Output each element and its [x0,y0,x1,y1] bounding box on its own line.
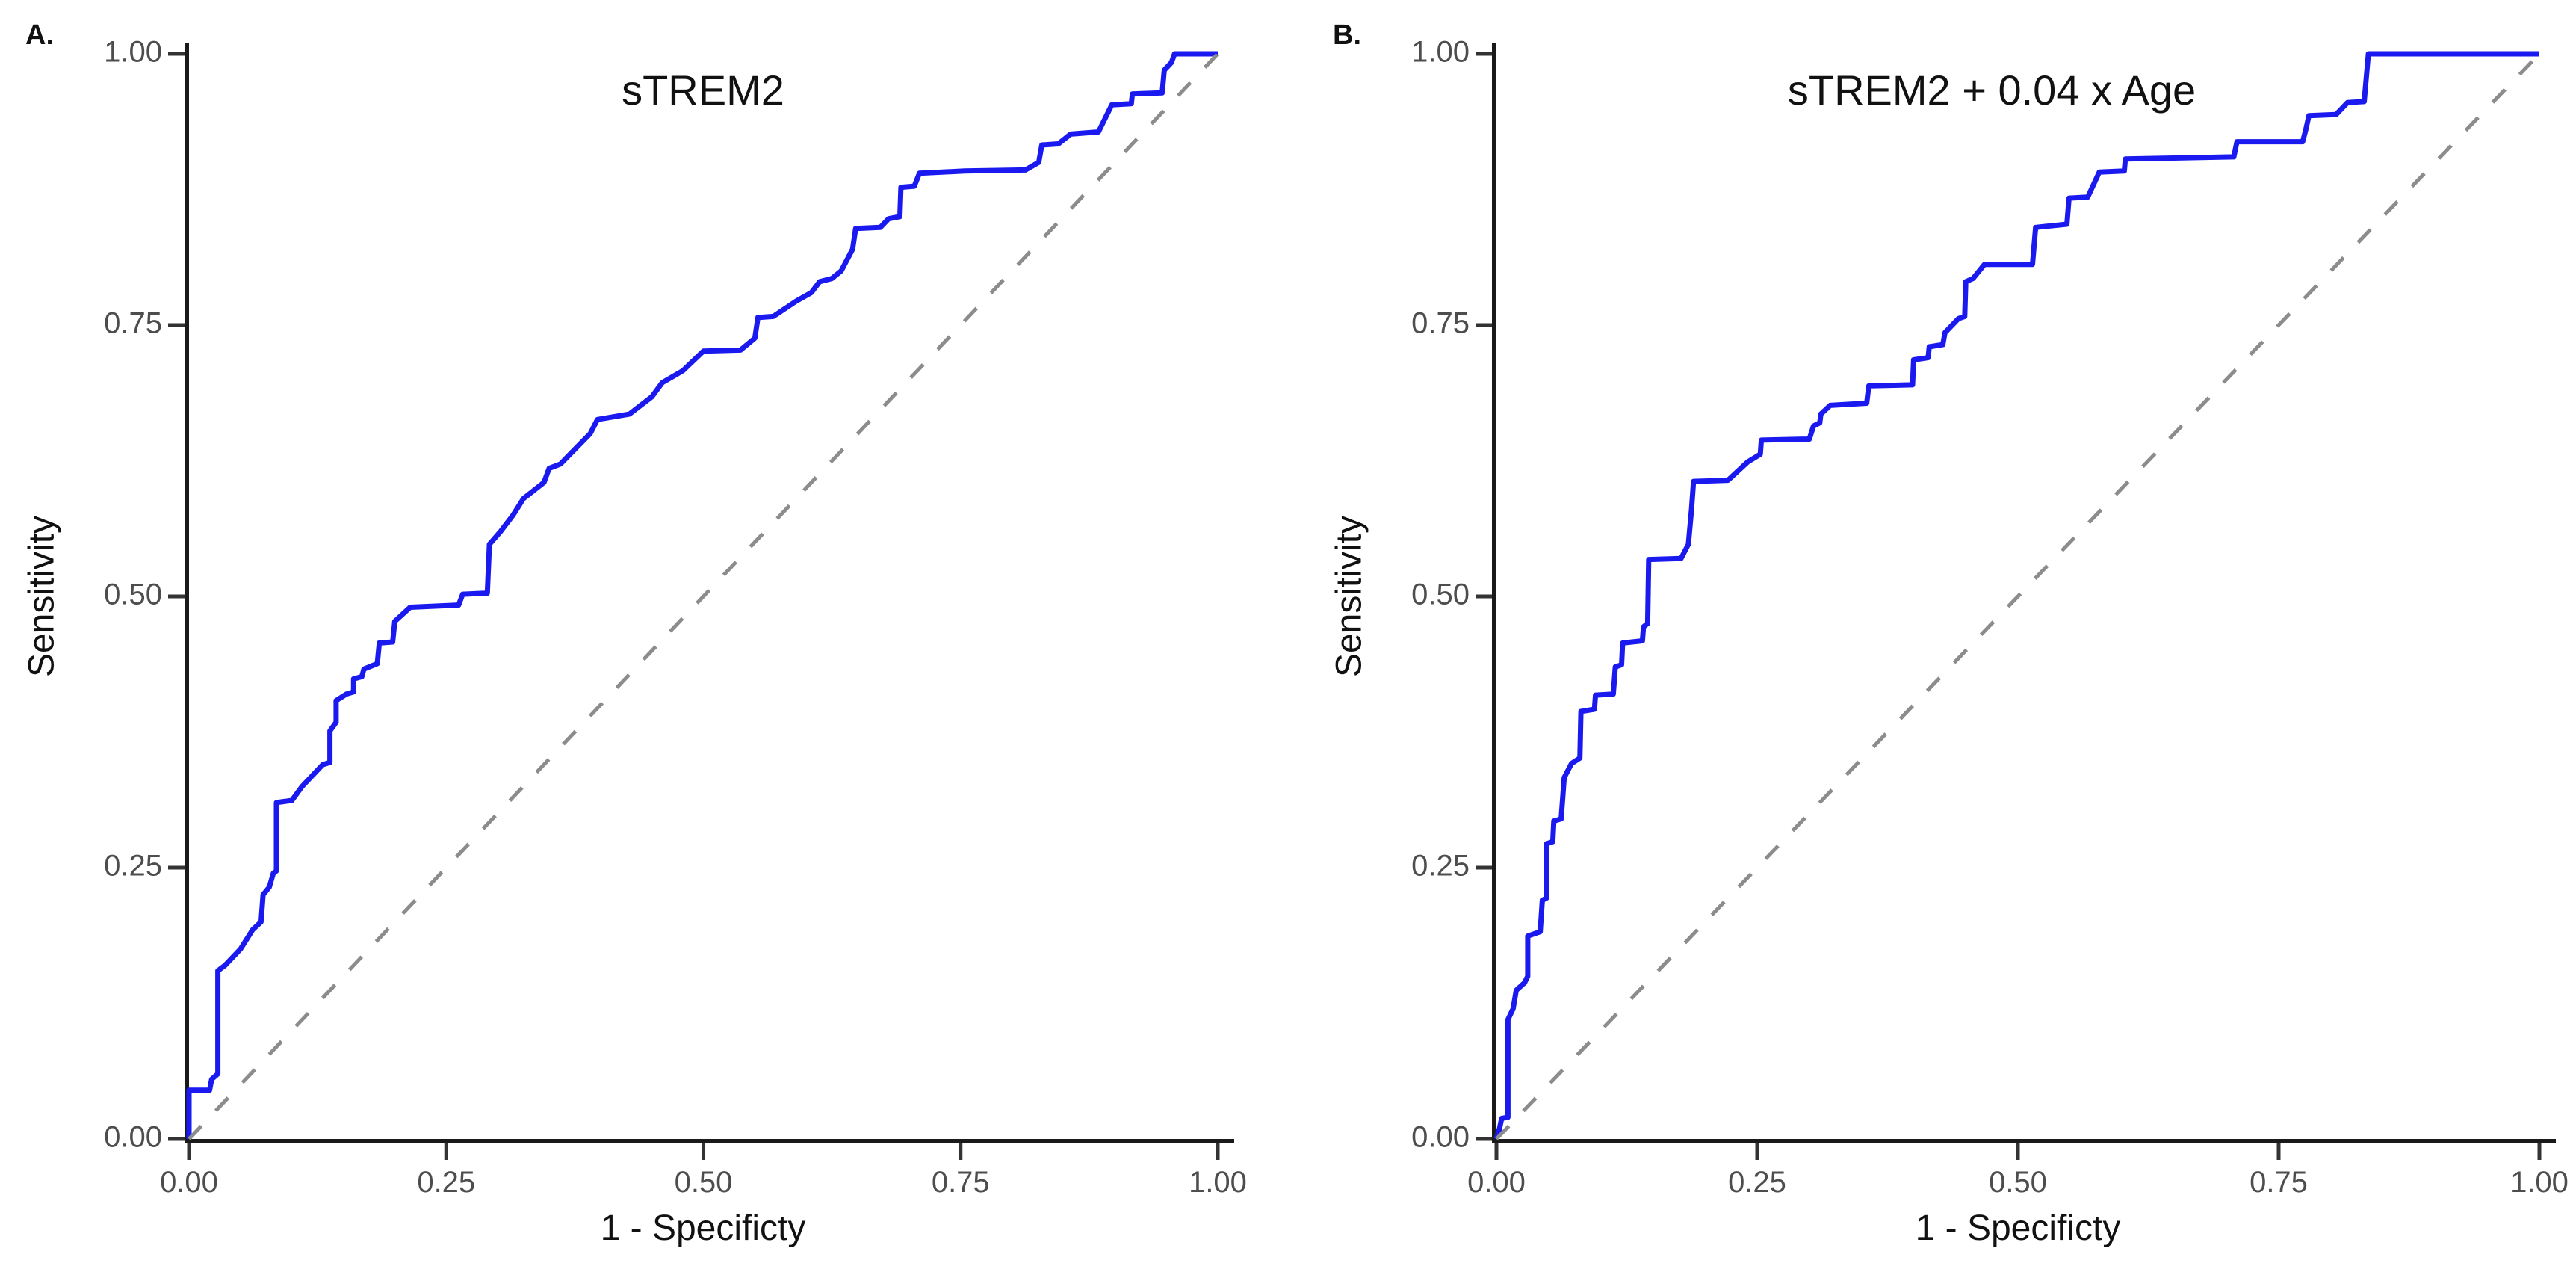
panel-b-title: sTREM2 + 0.04 x Age [1787,67,2196,114]
roc-curve-line [186,51,1218,1139]
x-tick-label: 0.00 [1467,1166,1526,1199]
x-tick-label: 1.00 [1189,1166,1247,1199]
y-tick-label: 0.00 [104,1120,162,1154]
panel-a-x-axis-title: 1 - Specificty [600,1208,806,1248]
panel-a-title: sTREM2 [622,67,784,114]
y-tick-label: 0.00 [1411,1120,1470,1154]
y-tick-label: 0.50 [1411,578,1470,611]
panel-b-label: B. [1333,19,1361,51]
roc-curve-line [1493,51,2539,1140]
x-tick-label: 0.25 [1728,1166,1786,1199]
panel-a-label: A. [25,19,54,51]
x-tick-label: 0.50 [674,1166,733,1199]
x-tick-label: 0.75 [2250,1166,2308,1199]
y-tick-label: 0.50 [104,578,162,611]
x-tick-label: 0.25 [417,1166,476,1199]
y-tick-label: 1.00 [1411,35,1470,69]
x-tick-label: 1.00 [2510,1166,2569,1199]
y-tick-label: 0.75 [1411,306,1470,340]
panel-b-x-axis-title: 1 - Specificty [1915,1208,2121,1248]
y-tick-label: 0.25 [1411,849,1470,883]
y-tick-label: 0.25 [104,849,162,883]
x-tick-label: 0.00 [160,1166,218,1199]
x-tick-label: 0.75 [931,1166,990,1199]
chance-diagonal-line [1495,52,2541,1140]
x-tick-label: 0.50 [1989,1166,2047,1199]
y-tick-label: 1.00 [104,35,162,69]
chance-diagonal-line [188,52,1219,1140]
y-tick-label: 0.75 [104,306,162,340]
